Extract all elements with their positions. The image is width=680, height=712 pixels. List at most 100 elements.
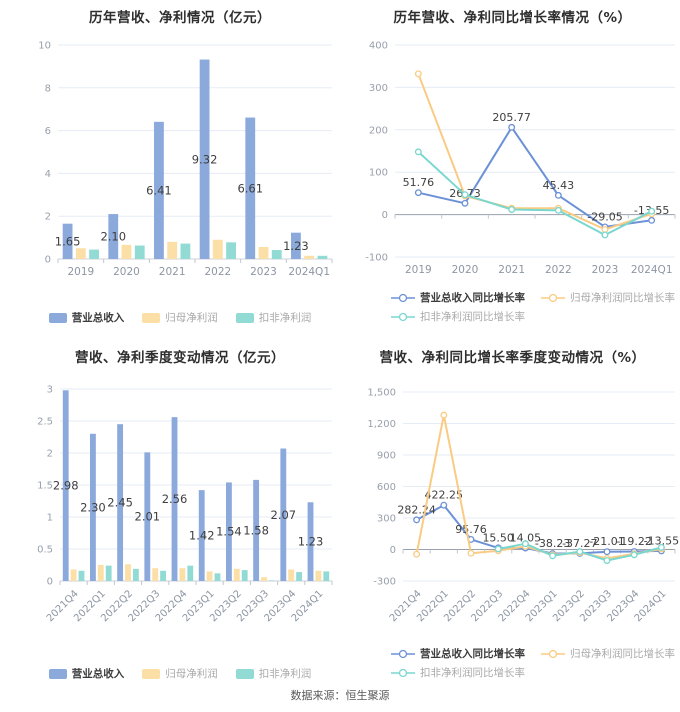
bar-2022Q3[interactable] [152, 568, 159, 581]
axis-label: 2023 [250, 266, 277, 278]
legend-item-2[interactable]: 扣非净利润同比增长率 [391, 665, 525, 680]
bar-2020[interactable] [134, 245, 145, 259]
bar-2019[interactable] [62, 223, 73, 259]
data-point-2022[interactable] [554, 191, 562, 199]
bar-2024Q1[interactable] [291, 232, 301, 259]
bar-2022Q1[interactable] [105, 565, 112, 581]
legend-item-1[interactable]: 归母净利润 [142, 666, 218, 681]
legend-item-2[interactable]: 扣非净利润 [235, 310, 311, 325]
data-point-2021[interactable] [508, 206, 516, 213]
data-point-2022Q3[interactable] [494, 545, 502, 553]
bar-2022Q2[interactable] [117, 424, 124, 581]
bar-2022Q4[interactable] [179, 568, 186, 581]
value-label: 1.23 [298, 535, 324, 549]
bar-2023Q4[interactable] [288, 569, 295, 581]
bar-2022[interactable] [212, 239, 223, 259]
bar-2022Q4[interactable] [171, 417, 178, 581]
axis-label: 1.5 [37, 481, 53, 492]
bar-2023Q4[interactable] [280, 448, 287, 581]
bar-2023Q4[interactable] [296, 572, 303, 581]
data-point-2020[interactable] [461, 199, 469, 207]
bar-2021[interactable] [154, 121, 164, 260]
data-point-2023Q2[interactable] [576, 548, 584, 556]
legend-item-0[interactable]: 营业总收入 [48, 310, 124, 325]
bar-2023Q2[interactable] [241, 570, 248, 581]
bar-2023[interactable] [245, 117, 256, 260]
bar-2023[interactable] [271, 250, 282, 259]
bar-2021Q4[interactable] [70, 569, 77, 581]
bar-2021[interactable] [167, 241, 178, 259]
data-point-2022Q1[interactable] [440, 501, 448, 509]
data-point-2024Q1[interactable] [648, 216, 656, 224]
bar-2021Q4[interactable] [62, 390, 69, 581]
data-point-2024Q1[interactable] [657, 543, 665, 551]
bar-2022Q2[interactable] [132, 568, 139, 581]
data-point-2023Q3[interactable] [603, 548, 611, 556]
data-point-2023Q3[interactable] [603, 557, 611, 564]
value-label: 1.54 [216, 525, 242, 539]
data-point-2019[interactable] [414, 148, 422, 156]
data-point-2021Q4[interactable] [413, 516, 421, 524]
data-point-2023Q4[interactable] [630, 551, 638, 559]
bar-2023[interactable] [258, 247, 269, 259]
data-point-2019[interactable] [414, 70, 422, 78]
bar-2024Q1[interactable] [304, 255, 315, 259]
data-point-2022Q4[interactable] [521, 540, 529, 548]
bar-2020[interactable] [108, 214, 119, 259]
bar-2022Q4[interactable] [187, 565, 194, 581]
data-point-2023[interactable] [601, 231, 609, 239]
bar-2023Q2[interactable] [225, 482, 232, 581]
bar-2023Q3[interactable] [261, 577, 267, 581]
legend-item-1[interactable]: 归母净利润 [142, 310, 218, 325]
data-point-2024Q1[interactable] [648, 207, 656, 215]
legend-item-1[interactable]: 归母净利润同比增长率 [541, 646, 675, 661]
bar-2024Q1[interactable] [315, 570, 322, 581]
bar-2019[interactable] [75, 248, 86, 259]
bar-2023Q1[interactable] [198, 490, 205, 581]
data-point-2020[interactable] [461, 191, 469, 199]
data-point-2023Q1[interactable] [549, 552, 557, 560]
axis-label: 1,200 [367, 419, 396, 430]
data-point-2022Q2[interactable] [467, 549, 475, 557]
bar-2020[interactable] [121, 244, 132, 259]
bar-2022Q1[interactable] [89, 433, 96, 581]
legend-item-2[interactable]: 扣非净利润同比增长率 [391, 309, 525, 324]
bar-2023Q3[interactable] [253, 479, 260, 581]
data-point-2021Q4[interactable] [413, 550, 421, 558]
bar-2021Q4[interactable] [78, 570, 85, 581]
legend-item-0[interactable]: 营业总收入 [48, 666, 124, 681]
axis-label: 2019 [405, 264, 432, 276]
bar-2023Q1[interactable] [214, 573, 221, 581]
bar-2023Q2[interactable] [233, 568, 240, 581]
legend-item-0[interactable]: 营业总收入同比增长率 [391, 290, 525, 305]
bar-2022Q3[interactable] [160, 570, 167, 581]
data-point-2022[interactable] [554, 206, 562, 214]
data-point-2022Q1[interactable] [440, 411, 448, 419]
chart-title: 营收、净利同比增长率季度变动情况（%） [379, 350, 646, 366]
bar-2023Q3[interactable] [268, 580, 275, 581]
value-label: 9.32 [192, 152, 218, 166]
bar-2024Q1[interactable] [307, 502, 314, 581]
legend-swatch-icon [235, 668, 254, 679]
data-point-2021[interactable] [508, 123, 516, 131]
data-point-2019[interactable] [414, 189, 422, 197]
legend-item-0[interactable]: 营业总收入同比增长率 [391, 646, 525, 661]
bar-2022Q2[interactable] [125, 564, 131, 581]
legend-item-1[interactable]: 归母净利润同比增长率 [541, 290, 675, 305]
data-point-2023[interactable] [601, 225, 609, 233]
value-label: -19.22 [616, 535, 651, 548]
bar-2024Q1[interactable] [323, 571, 330, 581]
bar-2022[interactable] [199, 59, 210, 259]
legend-item-2[interactable]: 扣非净利润 [235, 666, 311, 681]
bar-2022Q3[interactable] [144, 452, 151, 581]
axis-label: 10 [38, 41, 51, 52]
bar-2021[interactable] [180, 243, 191, 259]
quarterly-bar-canvas: 32.521.510.502021Q42022Q12022Q22022Q3202… [37, 385, 333, 624]
legend-label: 归母净利润同比增长率 [570, 292, 675, 304]
chart-annual-growth-rate: 历年营收、净利同比增长率情况（%） 400 300 200 100 0 -100 2019 2… [345, 0, 680, 340]
bar-2024Q1[interactable] [317, 255, 328, 259]
bar-2019[interactable] [89, 249, 99, 259]
bar-2023Q1[interactable] [206, 571, 213, 581]
bar-2022[interactable] [226, 242, 236, 259]
bar-2022Q1[interactable] [97, 565, 104, 581]
